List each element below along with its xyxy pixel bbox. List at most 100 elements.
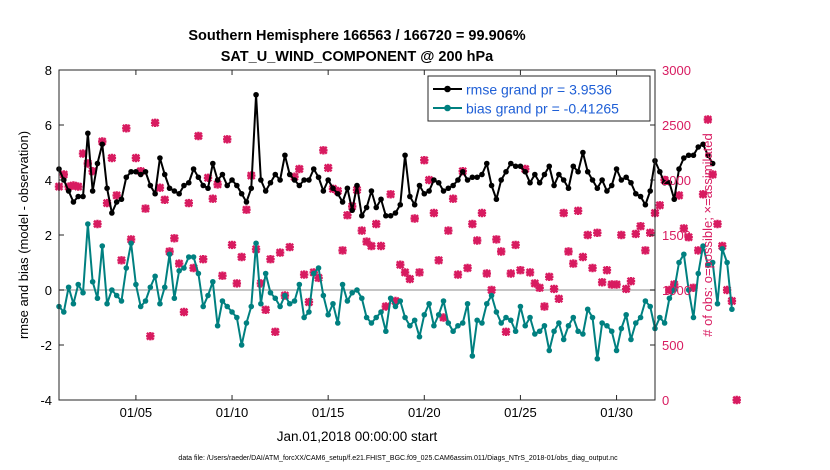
rmse-point bbox=[70, 199, 77, 205]
bias-point bbox=[580, 331, 586, 337]
obs-assimilated-marker bbox=[122, 124, 131, 133]
rmse-point bbox=[339, 199, 346, 205]
obs-assimilated-marker bbox=[612, 280, 621, 289]
bias-point bbox=[147, 284, 154, 291]
obs-assimilated-marker bbox=[453, 270, 463, 279]
obs-assimilated-marker bbox=[439, 313, 448, 322]
rmse-point bbox=[474, 174, 480, 181]
rmse-point bbox=[272, 171, 279, 178]
obs-assimilated-marker bbox=[170, 234, 179, 243]
obs-assimilated-marker bbox=[314, 273, 323, 283]
bias-point bbox=[536, 328, 543, 335]
y-left-tick-label: -4 bbox=[40, 393, 52, 408]
obs-assimilated-marker bbox=[468, 219, 477, 229]
bias-point bbox=[75, 281, 82, 288]
bias-point bbox=[637, 314, 644, 321]
rmse-point bbox=[666, 179, 673, 186]
rmse-point bbox=[551, 182, 557, 189]
rmse-point bbox=[517, 163, 524, 170]
obs-assimilated-marker bbox=[617, 230, 626, 240]
obs-assimilated-marker bbox=[698, 190, 708, 199]
y-left-tick-label: -2 bbox=[40, 338, 52, 353]
data-file-footer: data file: /Users/raeder/DAI/ATM_forcXX/… bbox=[178, 455, 618, 462]
obs-assimilated-marker bbox=[213, 180, 222, 189]
bias-point bbox=[527, 314, 533, 321]
bias-point bbox=[339, 281, 346, 288]
rmse-point bbox=[676, 166, 682, 172]
rmse-point bbox=[483, 160, 490, 167]
bias-point bbox=[267, 289, 274, 296]
rmse-point bbox=[580, 149, 586, 156]
obs-assimilated-marker bbox=[549, 284, 559, 294]
rmse-point bbox=[589, 177, 596, 183]
bias-point bbox=[310, 270, 317, 277]
obs-assimilated-marker bbox=[203, 173, 213, 183]
rmse-point bbox=[599, 177, 605, 183]
bias-point bbox=[99, 243, 106, 249]
obs-assimilated-marker bbox=[400, 268, 410, 277]
x-tick-label: 01/05 bbox=[120, 405, 153, 420]
bias-point bbox=[493, 309, 500, 315]
bias-point bbox=[469, 353, 476, 359]
obs-assimilated-marker bbox=[271, 327, 280, 337]
obs-assimilated-marker bbox=[722, 285, 732, 295]
bias-point bbox=[392, 303, 399, 310]
rmse-point bbox=[373, 204, 380, 211]
bias-point bbox=[560, 336, 567, 343]
rmse-point bbox=[618, 177, 625, 183]
rmse-point bbox=[402, 152, 408, 159]
obs-assimilated-marker bbox=[732, 395, 741, 405]
bias-point bbox=[440, 298, 447, 304]
rmse-point bbox=[392, 210, 399, 216]
bias-point bbox=[142, 298, 149, 304]
obs-assimilated-marker bbox=[126, 235, 136, 244]
obs-assimilated-marker bbox=[174, 259, 184, 268]
rmse-point bbox=[133, 168, 139, 175]
obs-assimilated-marker bbox=[679, 224, 689, 233]
rmse-point bbox=[359, 212, 365, 219]
rmse-point bbox=[512, 163, 519, 170]
rmse-point bbox=[368, 188, 375, 194]
bias-point bbox=[248, 303, 255, 310]
bias-point bbox=[695, 270, 702, 277]
rmse-point bbox=[137, 171, 144, 178]
obs-assimilated-marker bbox=[256, 279, 266, 288]
rmse-point bbox=[334, 190, 341, 197]
bias-point bbox=[113, 292, 120, 299]
bias-point bbox=[262, 270, 269, 277]
obs-assimilated-marker bbox=[588, 263, 597, 273]
obs-assimilated-marker bbox=[232, 279, 242, 288]
rmse-point bbox=[709, 160, 716, 167]
obs-assimilated-marker bbox=[275, 248, 285, 257]
obs-assimilated-marker bbox=[396, 260, 405, 269]
bias-point bbox=[512, 328, 519, 335]
rmse-point bbox=[469, 174, 476, 181]
rmse-point bbox=[128, 168, 134, 175]
bias-point bbox=[258, 300, 264, 307]
rmse-point bbox=[493, 196, 500, 203]
rmse-point bbox=[89, 188, 96, 194]
obs-assimilated-marker bbox=[117, 256, 126, 265]
rmse-point bbox=[325, 177, 331, 183]
obs-assimilated-marker bbox=[689, 283, 698, 293]
bias-point bbox=[181, 265, 187, 271]
bias-point bbox=[161, 284, 168, 291]
y-right-tick-label: 0 bbox=[662, 393, 669, 408]
obs-assimilated-marker bbox=[304, 297, 314, 307]
obs-assimilated-marker bbox=[597, 278, 607, 287]
rmse-point bbox=[536, 179, 543, 186]
bias-point bbox=[551, 328, 557, 335]
obs-assimilated-marker bbox=[88, 166, 97, 176]
bias-point bbox=[94, 295, 101, 302]
obs-assimilated-marker bbox=[371, 219, 381, 229]
obs-assimilated-marker bbox=[665, 285, 674, 295]
bias-point bbox=[647, 303, 653, 310]
bias-point bbox=[618, 325, 625, 332]
obs-assimilated-marker bbox=[189, 263, 198, 273]
obs-assimilated-marker bbox=[208, 194, 218, 203]
obs-assimilated-marker bbox=[198, 254, 208, 264]
bias-point bbox=[152, 273, 158, 280]
rmse-point bbox=[464, 177, 471, 183]
rmse-point bbox=[147, 182, 154, 189]
rmse-point bbox=[705, 152, 711, 159]
